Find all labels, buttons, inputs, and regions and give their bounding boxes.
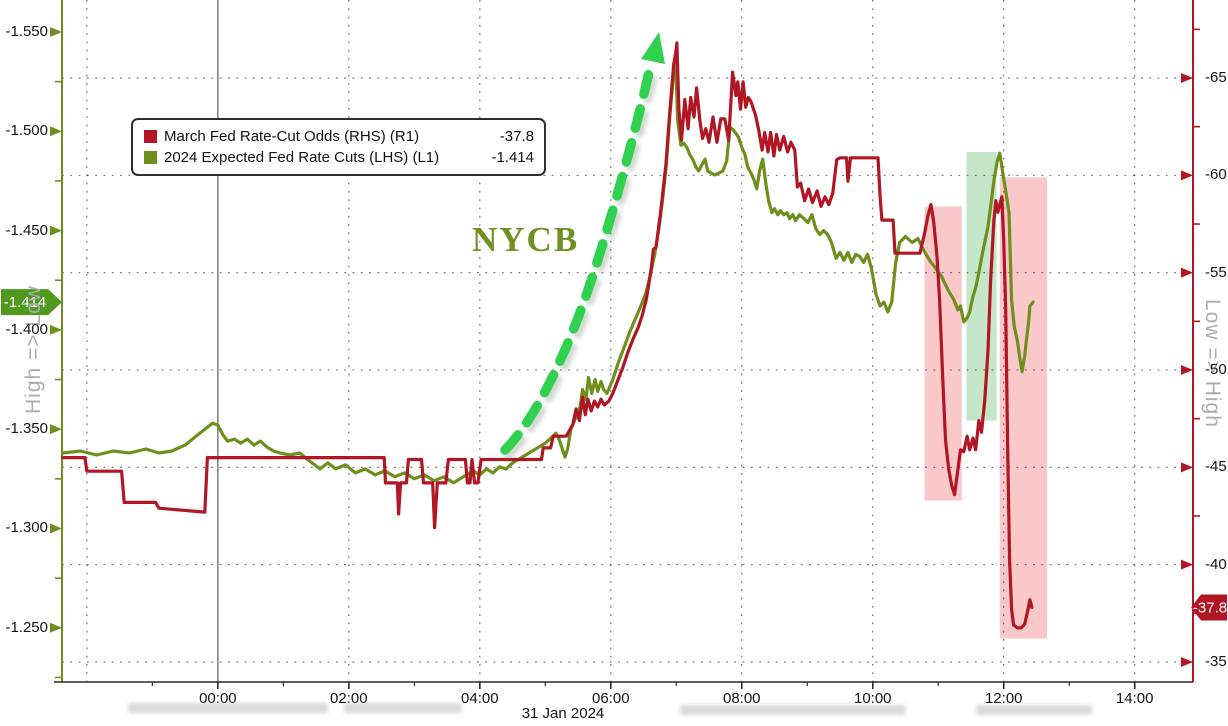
left-axis-tick-label: -1.350 <box>5 420 48 438</box>
right-axis-tick-label: -60 <box>1205 166 1227 184</box>
right-axis-tick-label: -65 <box>1205 69 1227 87</box>
left-axis-last-value-badge: -1.414 <box>1 289 62 316</box>
right-axis-tick-arrow-icon <box>1181 170 1193 181</box>
redacted-footer-text <box>128 703 328 713</box>
svg-text:-37.8: -37.8 <box>1193 599 1227 616</box>
left-axis-tick-arrow-icon <box>50 126 62 137</box>
right-axis-tick-arrow-icon <box>1181 656 1193 667</box>
redacted-footer-text <box>680 705 906 715</box>
right-axis-tick-arrow-icon <box>1181 267 1193 278</box>
x-axis-time-label: 02:00 <box>330 690 368 707</box>
left-axis-tick-arrow-icon <box>50 424 62 435</box>
left-axis-title: High => Low <box>22 285 45 414</box>
right-axis-tick-label: -50 <box>1205 361 1227 378</box>
red-series-label: March Fed Rate-Cut Odds (RHS) (R1) <box>164 128 420 145</box>
nycb-annotation: NYCB <box>472 220 580 259</box>
right-axis-tick-label: -40 <box>1205 555 1227 573</box>
x-axis-time-label: 04:00 <box>461 690 499 707</box>
x-axis-time-label: 12:00 <box>984 690 1023 707</box>
left-axis-tick-arrow-icon <box>50 225 62 236</box>
svg-text:-1.414: -1.414 <box>4 294 47 311</box>
right-axis-tick-arrow-icon <box>1181 73 1193 84</box>
arrow-shadow <box>504 72 658 460</box>
left-axis-tick-label: -1.250 <box>5 618 48 636</box>
right-axis-title: Low => High <box>1201 299 1224 428</box>
green-series-last-value: -1.414 <box>491 149 534 166</box>
right-axis-tick-arrow-icon <box>1181 559 1193 570</box>
left-axis-tick-arrow-icon <box>50 26 62 37</box>
green-series-line <box>61 56 1035 485</box>
x-axis-time-label: 00:00 <box>199 690 237 707</box>
left-axis-tick-arrow-icon <box>50 523 62 534</box>
x-axis-time-label: 06:00 <box>592 690 630 707</box>
redacted-footer-text <box>976 705 1092 715</box>
right-axis-tick-label: -35 <box>1205 652 1227 670</box>
red-series-line <box>61 41 1034 630</box>
left-axis-tick-label: -1.300 <box>5 519 48 537</box>
x-axis-time-label: 14:00 <box>1115 690 1154 707</box>
right-axis-last-value-badge: -37.8 <box>1191 594 1227 621</box>
left-axis-tick-label: -1.450 <box>5 221 48 239</box>
left-axis-tick-arrow-icon <box>50 622 62 633</box>
red-series-last-value: -37.8 <box>499 128 534 145</box>
legend-row-red: March Fed Rate-Cut Odds (RHS) (R1) -37.8 <box>144 126 534 147</box>
left-axis-tick-label: -1.500 <box>5 122 48 140</box>
x-axis-time-label: 08:00 <box>722 690 761 707</box>
left-axis-tick-label: -1.400 <box>5 320 48 338</box>
legend-row-green: 2024 Expected Fed Rate Cuts (LHS) (L1) -… <box>144 147 534 168</box>
right-axis-tick-arrow-icon <box>1181 365 1193 376</box>
left-axis-tick-arrow-icon <box>50 324 62 335</box>
right-axis-tick-arrow-icon <box>1181 462 1193 473</box>
right-axis-tick-label: -55 <box>1205 263 1227 281</box>
green-series-swatch-icon <box>144 151 157 164</box>
x-axis-date-label: 31 Jan 2024 <box>521 705 605 722</box>
red-series-swatch-icon <box>144 130 157 143</box>
x-axis-time-label: 10:00 <box>853 690 892 707</box>
left-axis-tick-label: -1.550 <box>5 22 48 40</box>
right-axis-tick-label: -45 <box>1205 458 1227 476</box>
redacted-footer-text <box>344 703 462 713</box>
green-series-label: 2024 Expected Fed Rate Cuts (LHS) (L1) <box>164 149 440 166</box>
chart-legend: March Fed Rate-Cut Odds (RHS) (R1) -37.8… <box>131 118 546 176</box>
nycb-upward-arrow-icon <box>500 32 665 455</box>
